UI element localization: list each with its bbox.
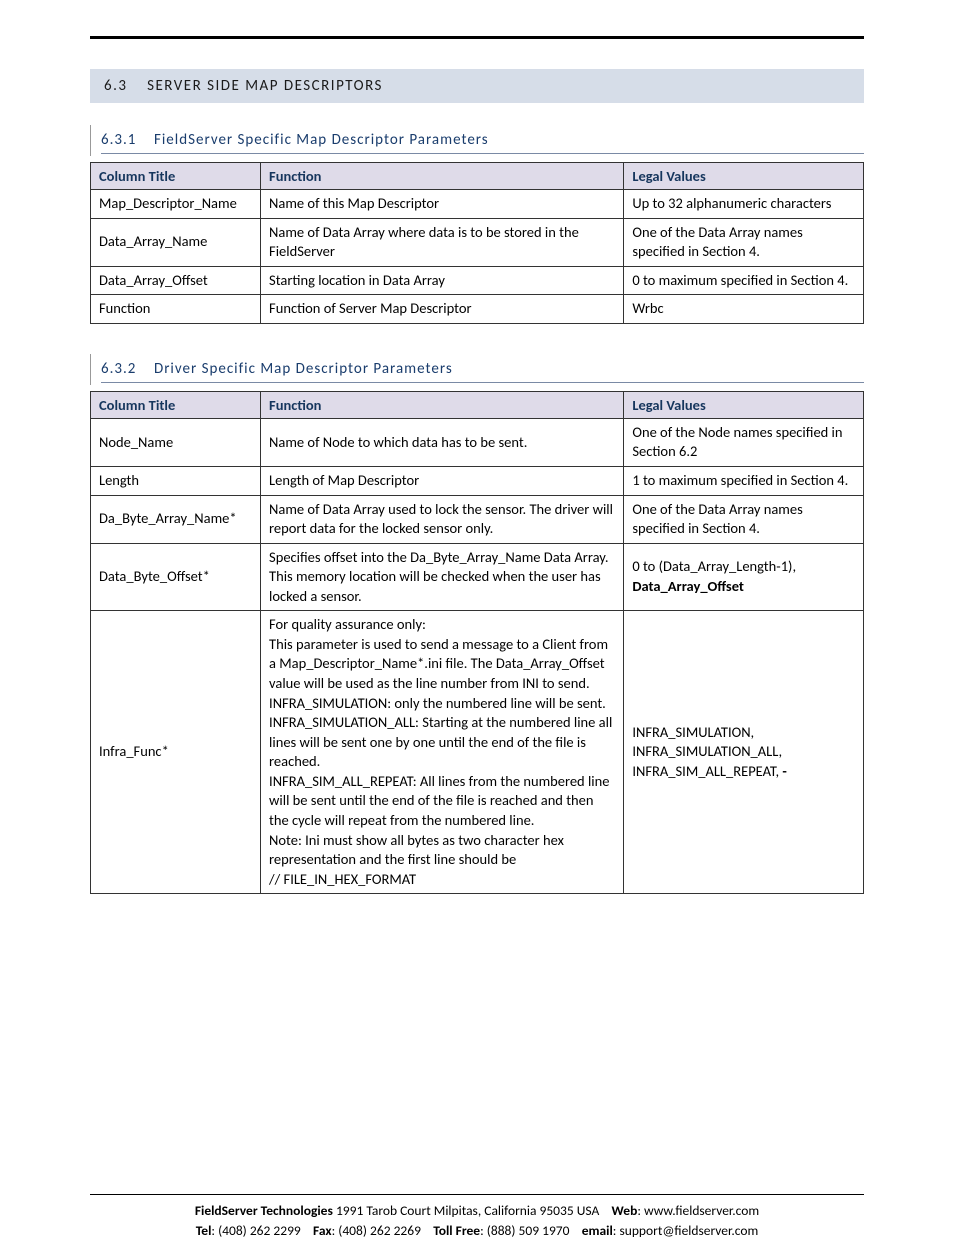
table-row: Da_Byte_Array_Name*Name of Data Array us… (91, 495, 864, 543)
table-cell: Function (91, 295, 261, 324)
footer-tel: (408) 262 2299 (218, 1222, 301, 1239)
table-row: Data_Array_OffsetStarting location in Da… (91, 266, 864, 295)
table-cell: Up to 32 alphanumeric characters (624, 190, 864, 219)
subsection-2-heading: 6.3.2 Driver Specific Map Descriptor Par… (101, 360, 864, 383)
footer-fax-label: Fax (313, 1222, 332, 1239)
section-title: SERVER SIDE MAP DESCRIPTORS (147, 77, 383, 95)
footer-tel-label: Tel (196, 1222, 212, 1239)
table-header-row: Column Title Function Legal Values (91, 391, 864, 418)
footer-line-1: FieldServer Technologies 1991 Tarob Cour… (90, 1201, 864, 1221)
table-row: Map_Descriptor_NameName of this Map Desc… (91, 190, 864, 219)
table-header-cell: Column Title (91, 163, 261, 190)
table-cell: 1 to maximum specified in Section 4. (624, 466, 864, 495)
footer-web-label: Web (612, 1202, 638, 1219)
table-cell: Function of Server Map Descriptor (261, 295, 624, 324)
table-header-cell: Function (261, 391, 624, 418)
table-cell: Data_Byte_Offset* (91, 543, 261, 611)
table-row: Data_Array_NameName of Data Array where … (91, 218, 864, 266)
table-cell: Node_Name (91, 418, 261, 466)
table-row: Data_Byte_Offset*Specifies offset into t… (91, 543, 864, 611)
table-cell: Length of Map Descriptor (261, 466, 624, 495)
table-cell: One of the Data Array names specified in… (624, 218, 864, 266)
top-rule (90, 36, 864, 39)
table-cell: Length (91, 466, 261, 495)
section-heading: 6.3 SERVER SIDE MAP DESCRIPTORS (90, 69, 864, 103)
subsection-1-title: FieldServer Specific Map Descriptor Para… (154, 131, 489, 149)
footer-tollfree-label: Toll Free (433, 1222, 480, 1239)
footer-address: 1991 Tarob Court Milpitas, California 95… (336, 1202, 599, 1219)
table-cell: Data_Array_Offset (91, 266, 261, 295)
table-cell: Name of Data Array where data is to be s… (261, 218, 624, 266)
table-cell: Infra_Func* (91, 611, 261, 894)
table-cell: Wrbc (624, 295, 864, 324)
table-cell: One of the Node names specified in Secti… (624, 418, 864, 466)
table-cell: Da_Byte_Array_Name* (91, 495, 261, 543)
subsection-1-number: 6.3.1 (101, 131, 136, 149)
table-cell: Specifies offset into the Da_Byte_Array_… (261, 543, 624, 611)
table-header-cell: Function (261, 163, 624, 190)
section-number: 6.3 (104, 77, 128, 95)
table-cell: For quality assurance only:This paramete… (261, 611, 624, 894)
subsection-1-heading-wrap: 6.3.1 FieldServer Specific Map Descripto… (90, 125, 864, 156)
table-cell: 0 to (Data_Array_Length-1), Data_Array_O… (624, 543, 864, 611)
table-cell: INFRA_SIMULATION, INFRA_SIMULATION_ALL, … (624, 611, 864, 894)
footer-email: support@fieldserver.com (619, 1222, 758, 1239)
table-header-cell: Legal Values (624, 391, 864, 418)
footer-company: FieldServer Technologies (195, 1202, 333, 1219)
table-cell: One of the Data Array names specified in… (624, 495, 864, 543)
table-header-cell: Column Title (91, 391, 261, 418)
table-cell: Starting location in Data Array (261, 266, 624, 295)
subsection-2-heading-wrap: 6.3.2 Driver Specific Map Descriptor Par… (90, 354, 864, 385)
subsection-2-title: Driver Specific Map Descriptor Parameter… (154, 360, 453, 378)
table-row: Node_NameName of Node to which data has … (91, 418, 864, 466)
footer-web: www.fieldserver.com (644, 1202, 759, 1219)
table-row: LengthLength of Map Descriptor1 to maxim… (91, 466, 864, 495)
footer-tollfree: (888) 509 1970 (487, 1222, 570, 1239)
table-driver-params: Column Title Function Legal Values Node_… (90, 391, 864, 894)
page-footer: FieldServer Technologies 1991 Tarob Cour… (90, 1194, 864, 1240)
table-header-row: Column Title Function Legal Values (91, 163, 864, 190)
table-cell: Data_Array_Name (91, 218, 261, 266)
table-cell: Name of this Map Descriptor (261, 190, 624, 219)
table-cell: Name of Node to which data has to be sen… (261, 418, 624, 466)
table-row: Infra_Func*For quality assurance only:Th… (91, 611, 864, 894)
table-row: FunctionFunction of Server Map Descripto… (91, 295, 864, 324)
table-cell: Name of Data Array used to lock the sens… (261, 495, 624, 543)
footer-email-label: email (582, 1222, 613, 1239)
table-fieldserver-params: Column Title Function Legal Values Map_D… (90, 162, 864, 324)
table-cell: 0 to maximum specified in Section 4. (624, 266, 864, 295)
table-header-cell: Legal Values (624, 163, 864, 190)
footer-line-2: Tel: (408) 262 2299 Fax: (408) 262 2269 … (90, 1221, 864, 1241)
subsection-2-number: 6.3.2 (101, 360, 136, 378)
subsection-1-heading: 6.3.1 FieldServer Specific Map Descripto… (101, 131, 864, 154)
table-cell: Map_Descriptor_Name (91, 190, 261, 219)
footer-fax: (408) 262 2269 (338, 1222, 421, 1239)
